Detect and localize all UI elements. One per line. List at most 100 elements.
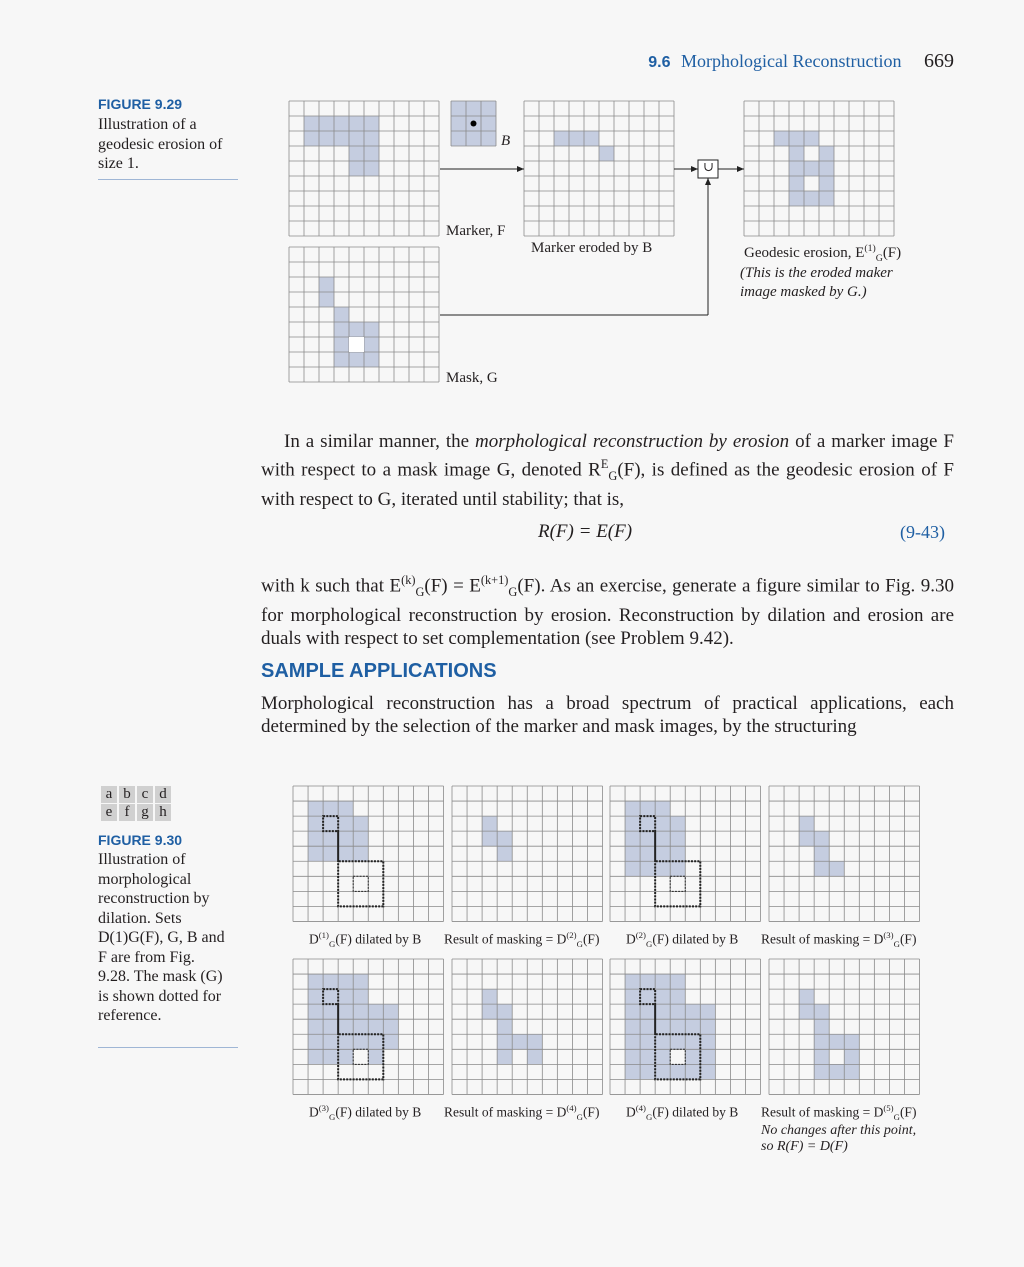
grid-cell-filled: [655, 816, 671, 832]
grid-cell-filled: [334, 307, 349, 322]
grid-cell-filled: [655, 1034, 671, 1050]
panel-grid-3: [768, 785, 920, 922]
grid-cell-filled: [383, 1034, 399, 1050]
grid-cell-filled: [844, 1049, 860, 1065]
grid-cell-filled: [829, 1034, 845, 1050]
panel-grid-6: [609, 958, 761, 1095]
grid-cell-filled: [625, 1034, 641, 1050]
grid-cell-filled: [323, 1034, 339, 1050]
mask-hole-outline: [669, 1048, 686, 1065]
mask-hole: [349, 337, 364, 352]
grid-cell-filled: [334, 322, 349, 337]
grid-cell-filled: [481, 131, 496, 146]
grid-cell-filled: [482, 1004, 498, 1020]
grid-cell-filled: [700, 1004, 716, 1020]
panel-grid-0: [292, 785, 444, 922]
mask-outline: [639, 988, 702, 1081]
structuring-element: [450, 100, 497, 147]
grid-cell-filled: [814, 1049, 830, 1065]
grid-cell-filled: [819, 191, 834, 206]
grid-cell-filled: [349, 352, 364, 367]
grid-cell-filled: [451, 131, 466, 146]
panel-grid-4: [292, 958, 444, 1095]
arrow-head: [737, 166, 744, 172]
grid-cell-filled: [512, 1034, 528, 1050]
grid-cell-filled: [844, 1034, 860, 1050]
panel-label-1: Result of masking = D(2)G(F): [444, 930, 600, 950]
grid-cell-filled: [670, 831, 686, 847]
grid-cell-filled: [323, 801, 339, 817]
grid-cell-filled: [655, 801, 671, 817]
label-eroded: Marker eroded by B: [531, 240, 653, 256]
grid-cell-filled: [670, 1064, 686, 1080]
panel-label-7: Result of masking = D(5)G(F): [761, 1103, 917, 1123]
grid-cell-filled: [334, 116, 349, 131]
grid-cell-filled: [640, 1049, 656, 1065]
grid-cell-filled: [368, 1004, 384, 1020]
grid-cell-filled: [308, 1034, 324, 1050]
mask-path: [322, 988, 385, 1081]
grid-cell-filled: [466, 101, 481, 116]
grid-cell-filled: [349, 131, 364, 146]
grid-cell-filled: [700, 1019, 716, 1035]
grid-cell-filled: [640, 974, 656, 990]
mask-hole-outline: [352, 875, 369, 892]
final-note-line-1: No changes after this point,: [761, 1123, 917, 1138]
panel-label-3: Result of masking = D(3)G(F): [761, 930, 917, 950]
grid-cell-filled: [323, 831, 339, 847]
grid-cell-filled: [829, 861, 845, 877]
geodesic-grid: [743, 100, 895, 237]
grid-cell-filled: [670, 1004, 686, 1020]
grid-cell-filled: [323, 1049, 339, 1065]
grid-cell-filled: [655, 1049, 671, 1065]
grid-cell-filled: [789, 176, 804, 191]
note-line-1: (This is the eroded maker: [740, 265, 893, 281]
grid-cell-filled: [338, 1004, 354, 1020]
grid-cell-filled: [353, 974, 369, 990]
grid-cell-filled: [308, 801, 324, 817]
grid-cell-filled: [482, 989, 498, 1005]
grid-cell-filled: [804, 161, 819, 176]
grid-cell-filled: [685, 1034, 701, 1050]
eroded-grid: [523, 100, 675, 237]
grid-cell-filled: [353, 1034, 369, 1050]
grid-cell-filled: [308, 1019, 324, 1035]
grid-cell-filled: [323, 989, 339, 1005]
grid-cell-filled: [364, 116, 379, 131]
figure-930-caption: Illustration of morphological reconstruc…: [98, 851, 225, 1024]
label-marker: Marker, F: [446, 223, 506, 239]
grid-cell-filled: [482, 831, 498, 847]
grid-cell-filled: [364, 352, 379, 367]
grid-cell-filled: [685, 1064, 701, 1080]
grid-cell-filled: [481, 101, 496, 116]
final-note-line-2: so R(F) = D(F): [761, 1139, 848, 1154]
grid-cell-filled: [640, 831, 656, 847]
grid-cell-filled: [323, 1019, 339, 1035]
grid-cell-filled: [364, 337, 379, 352]
panel-label-5: Result of masking = D(4)G(F): [444, 1103, 600, 1123]
grid-cell-filled: [814, 1034, 830, 1050]
grid-cell-filled: [789, 191, 804, 206]
grid-cell-filled: [304, 131, 319, 146]
paragraph-2: with k such that E(k)G(F) = E(k+1)G(F). …: [261, 573, 954, 650]
section-title: Morphological Reconstruction: [681, 51, 902, 71]
grid-cell-filled: [364, 131, 379, 146]
grid-cell-filled: [497, 1049, 513, 1065]
panel-grid-5: [451, 958, 603, 1095]
grid-cell-filled: [640, 1034, 656, 1050]
grid-cell-filled: [338, 974, 354, 990]
marker-grid: [288, 100, 440, 237]
grid-cell-filled: [625, 846, 641, 862]
label-b: B: [501, 133, 511, 149]
grid-cell-filled: [640, 1004, 656, 1020]
paragraph-1: In a similar manner, the morphological r…: [261, 431, 954, 511]
grid-cell-filled: [844, 1064, 860, 1080]
grid-cell-filled: [655, 1019, 671, 1035]
grid-cell-filled: [334, 352, 349, 367]
grid-cell-filled: [334, 131, 349, 146]
grid-cell-filled: [814, 861, 830, 877]
grid-cell-filled: [640, 1019, 656, 1035]
grid-cell-filled: [353, 989, 369, 1005]
grid-cell-filled: [640, 816, 656, 832]
